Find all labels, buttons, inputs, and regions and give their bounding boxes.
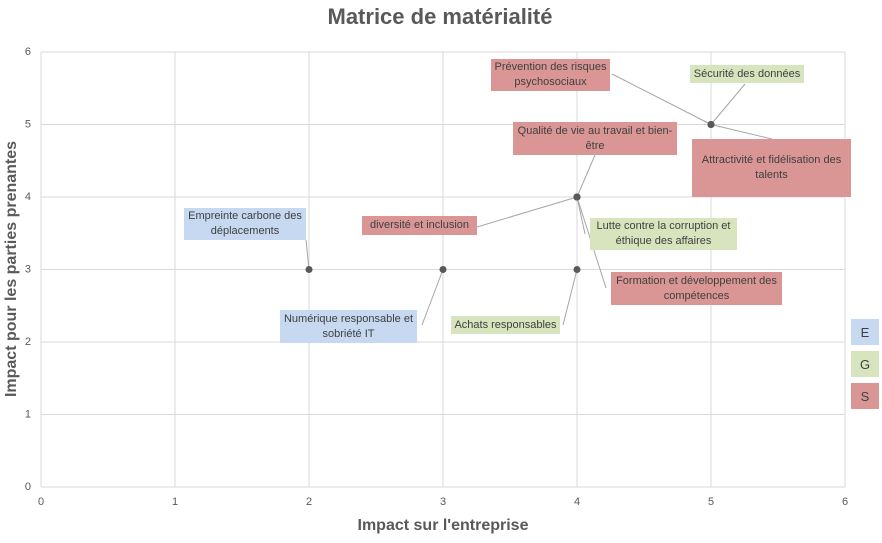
x-tick-label: 0 xyxy=(38,496,44,508)
legend-item: E xyxy=(851,319,879,345)
point xyxy=(573,266,581,273)
chart-title: Matrice de matérialité xyxy=(328,4,553,29)
data-label: Sécurité des données xyxy=(690,65,804,83)
point xyxy=(573,193,581,201)
data-label: diversité et inclusion xyxy=(362,216,477,235)
x-tick-label: 5 xyxy=(708,496,714,508)
leader-line xyxy=(305,239,310,270)
x-tick-label: 3 xyxy=(440,496,446,508)
leader-line xyxy=(576,154,596,198)
data-label: Attractivité et fidélisation des talents xyxy=(692,139,851,197)
leader-line xyxy=(710,124,773,140)
leader-line xyxy=(562,269,578,326)
data-label: Numérique responsable et sobriété IT xyxy=(280,310,417,343)
y-tick-label: 5 xyxy=(25,118,31,130)
y-tick-label: 2 xyxy=(25,336,31,348)
data-label: Prévention des risques psychosociaux xyxy=(491,59,610,91)
point xyxy=(707,121,715,128)
x-tick-label: 1 xyxy=(172,496,178,508)
leader-line xyxy=(421,269,444,326)
legend-item: S xyxy=(851,383,879,409)
y-tick-label: 3 xyxy=(25,263,31,275)
leader-line xyxy=(710,83,746,125)
data-label: Formation et développement des compétenc… xyxy=(611,272,782,305)
data-label: Qualité de vie au travail et bien-être xyxy=(513,122,677,155)
data-label: Lutte contre la corruption et éthique de… xyxy=(590,218,737,250)
leader-line xyxy=(576,196,586,235)
x-axis-label: Impact sur l'entreprise xyxy=(358,517,529,534)
y-tick-label: 4 xyxy=(25,191,31,203)
y-tick-label: 6 xyxy=(25,46,31,58)
x-tick-label: 2 xyxy=(306,496,312,508)
y-axis-label: Impact pour les parties prenantes xyxy=(3,141,20,397)
legend-item: G xyxy=(851,351,879,377)
point xyxy=(439,266,447,273)
data-label: Achats responsables xyxy=(451,316,560,334)
leader-line xyxy=(476,196,578,228)
point xyxy=(305,266,313,273)
data-label: Empreinte carbone des déplacements xyxy=(184,208,306,240)
leader-line xyxy=(611,73,712,125)
y-tick-label: 1 xyxy=(25,408,31,420)
x-tick-label: 4 xyxy=(574,496,580,508)
x-tick-label: 6 xyxy=(842,496,848,508)
y-tick-label: 0 xyxy=(25,481,31,493)
